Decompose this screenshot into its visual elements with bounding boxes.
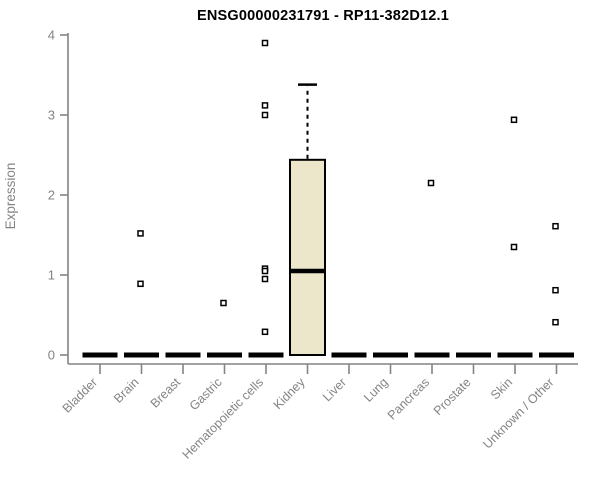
x-tick-label: Pancreas [385,375,432,422]
box [289,158,326,356]
x-tick-label: Lung [361,375,391,405]
x-tick-label: Gastric [187,375,225,413]
x-tick-label: Bladder [60,375,100,415]
outlier-point [427,179,435,187]
outlier-point [261,267,269,275]
x-tick-label: Unknown / Other [480,375,556,451]
outlier-point [220,299,227,307]
outlier-point [510,116,518,124]
y-tick-label: 0 [48,348,55,363]
outlier-point [261,111,269,119]
outlier-point [552,222,559,230]
x-tick-label: Prostate [431,375,474,418]
outlier-point [552,286,559,294]
outlier-point [137,230,144,237]
plot-layer [82,39,574,358]
x-tick-label: Brain [111,375,142,406]
outlier-point [261,102,269,109]
outlier-point [510,243,518,251]
chart-title: ENSG00000231791 - RP11-382D12.1 [196,8,450,24]
y-tick-label: 3 [48,108,55,123]
outlier-point [261,39,269,47]
outlier-point [137,280,144,288]
x-tick-label: Kidney [271,375,308,412]
y-tick-label: 4 [48,28,55,43]
outlier-point [552,318,559,326]
x-tick-label: Skin [488,375,515,402]
x-tick-label: Breast [148,375,184,411]
x-tick-label: Liver [320,375,349,404]
x-tick-label: Hematopoietic cells [180,375,267,462]
y-axis-title: Expression [3,163,18,230]
y-tick-label: 2 [48,188,55,203]
outlier-point [261,328,269,336]
outlier-point [261,275,269,283]
y-tick-label: 1 [48,268,55,283]
